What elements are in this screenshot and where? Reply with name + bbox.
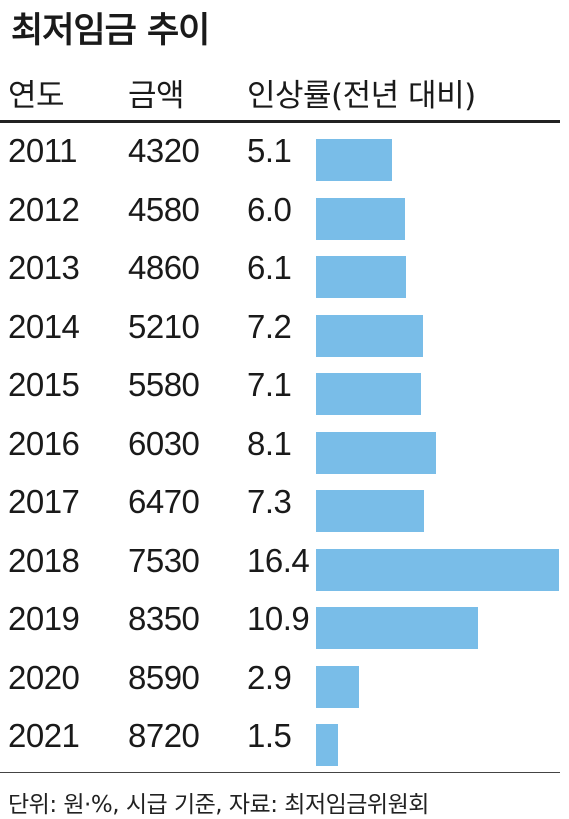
- table-row: 2016 6030 8.1: [0, 421, 569, 477]
- rate-cell: 6.1: [247, 249, 292, 286]
- amount-cell: 8590: [128, 658, 200, 696]
- rate-cell: 8.1: [247, 424, 292, 462]
- rate-bar: [316, 607, 478, 649]
- amount-cell: 4860: [128, 249, 200, 286]
- source-note: 단위: 원·%, 시급 기준, 자료: 최저임금위원회: [8, 792, 429, 818]
- table-row: 2012 4580 6.0: [0, 187, 569, 243]
- rate-bar: [316, 724, 339, 766]
- rate-bar: [316, 373, 422, 415]
- year-cell: 2017: [8, 483, 80, 520]
- amount-cell: 7530: [128, 541, 200, 579]
- rate-cell: 10.9: [247, 600, 310, 637]
- table-row: 2014 5210 7.2: [0, 304, 569, 360]
- amount-cell: 8720: [128, 717, 200, 754]
- table-row: 2019 8350 10.9: [0, 596, 569, 652]
- table-row: 2011 4320 5.1: [0, 128, 569, 184]
- rate-cell: 6.0: [247, 190, 292, 228]
- header-rate: 인상률(전년 대비): [247, 78, 476, 114]
- table-row: 2021 8720 1.5: [0, 713, 569, 769]
- table-row: 2015 5580 7.1: [0, 362, 569, 418]
- year-cell: 2016: [8, 424, 80, 462]
- table-row: 2020 8590 2.9: [0, 655, 569, 711]
- amount-cell: 8350: [128, 600, 200, 637]
- year-cell: 2013: [8, 249, 80, 286]
- rate-bar: [316, 314, 423, 357]
- rate-bar: [316, 139, 392, 181]
- rate-cell: 1.5: [247, 717, 292, 754]
- amount-cell: 6030: [128, 424, 200, 462]
- year-cell: 2018: [8, 541, 80, 579]
- rate-cell: 2.9: [247, 658, 292, 696]
- table-row: 2013 4860 6.1: [0, 245, 569, 301]
- rate-bar: [316, 490, 425, 532]
- year-cell: 2021: [8, 717, 80, 754]
- rate-cell: 7.2: [247, 307, 292, 345]
- amount-cell: 4580: [128, 190, 200, 228]
- year-cell: 2014: [8, 307, 80, 345]
- year-cell: 2012: [8, 190, 80, 228]
- amount-cell: 6470: [128, 483, 200, 520]
- header-divider: [0, 120, 560, 123]
- header-year: 연도: [8, 78, 65, 114]
- rate-bar: [316, 665, 359, 708]
- year-cell: 2015: [8, 366, 80, 403]
- table-row: 2018 7530 16.4: [0, 538, 569, 594]
- rate-bar: [316, 197, 405, 240]
- year-cell: 2019: [8, 600, 80, 637]
- rate-cell: 16.4: [247, 541, 310, 579]
- rate-cell: 7.3: [247, 483, 292, 520]
- amount-cell: 4320: [128, 132, 200, 169]
- rate-bar: [316, 431, 437, 474]
- rate-cell: 5.1: [247, 132, 292, 169]
- rate-cell: 7.1: [247, 366, 292, 403]
- year-cell: 2020: [8, 658, 80, 696]
- year-cell: 2011: [8, 132, 77, 169]
- rate-bar: [316, 548, 559, 591]
- amount-cell: 5210: [128, 307, 200, 345]
- table-row: 2017 6470 7.3: [0, 479, 569, 535]
- chart-title: 최저임금 추이: [11, 11, 210, 51]
- header-amount: 금액: [128, 78, 185, 114]
- rate-bar: [316, 256, 407, 298]
- amount-cell: 5580: [128, 366, 200, 403]
- footer-divider: [0, 772, 560, 773]
